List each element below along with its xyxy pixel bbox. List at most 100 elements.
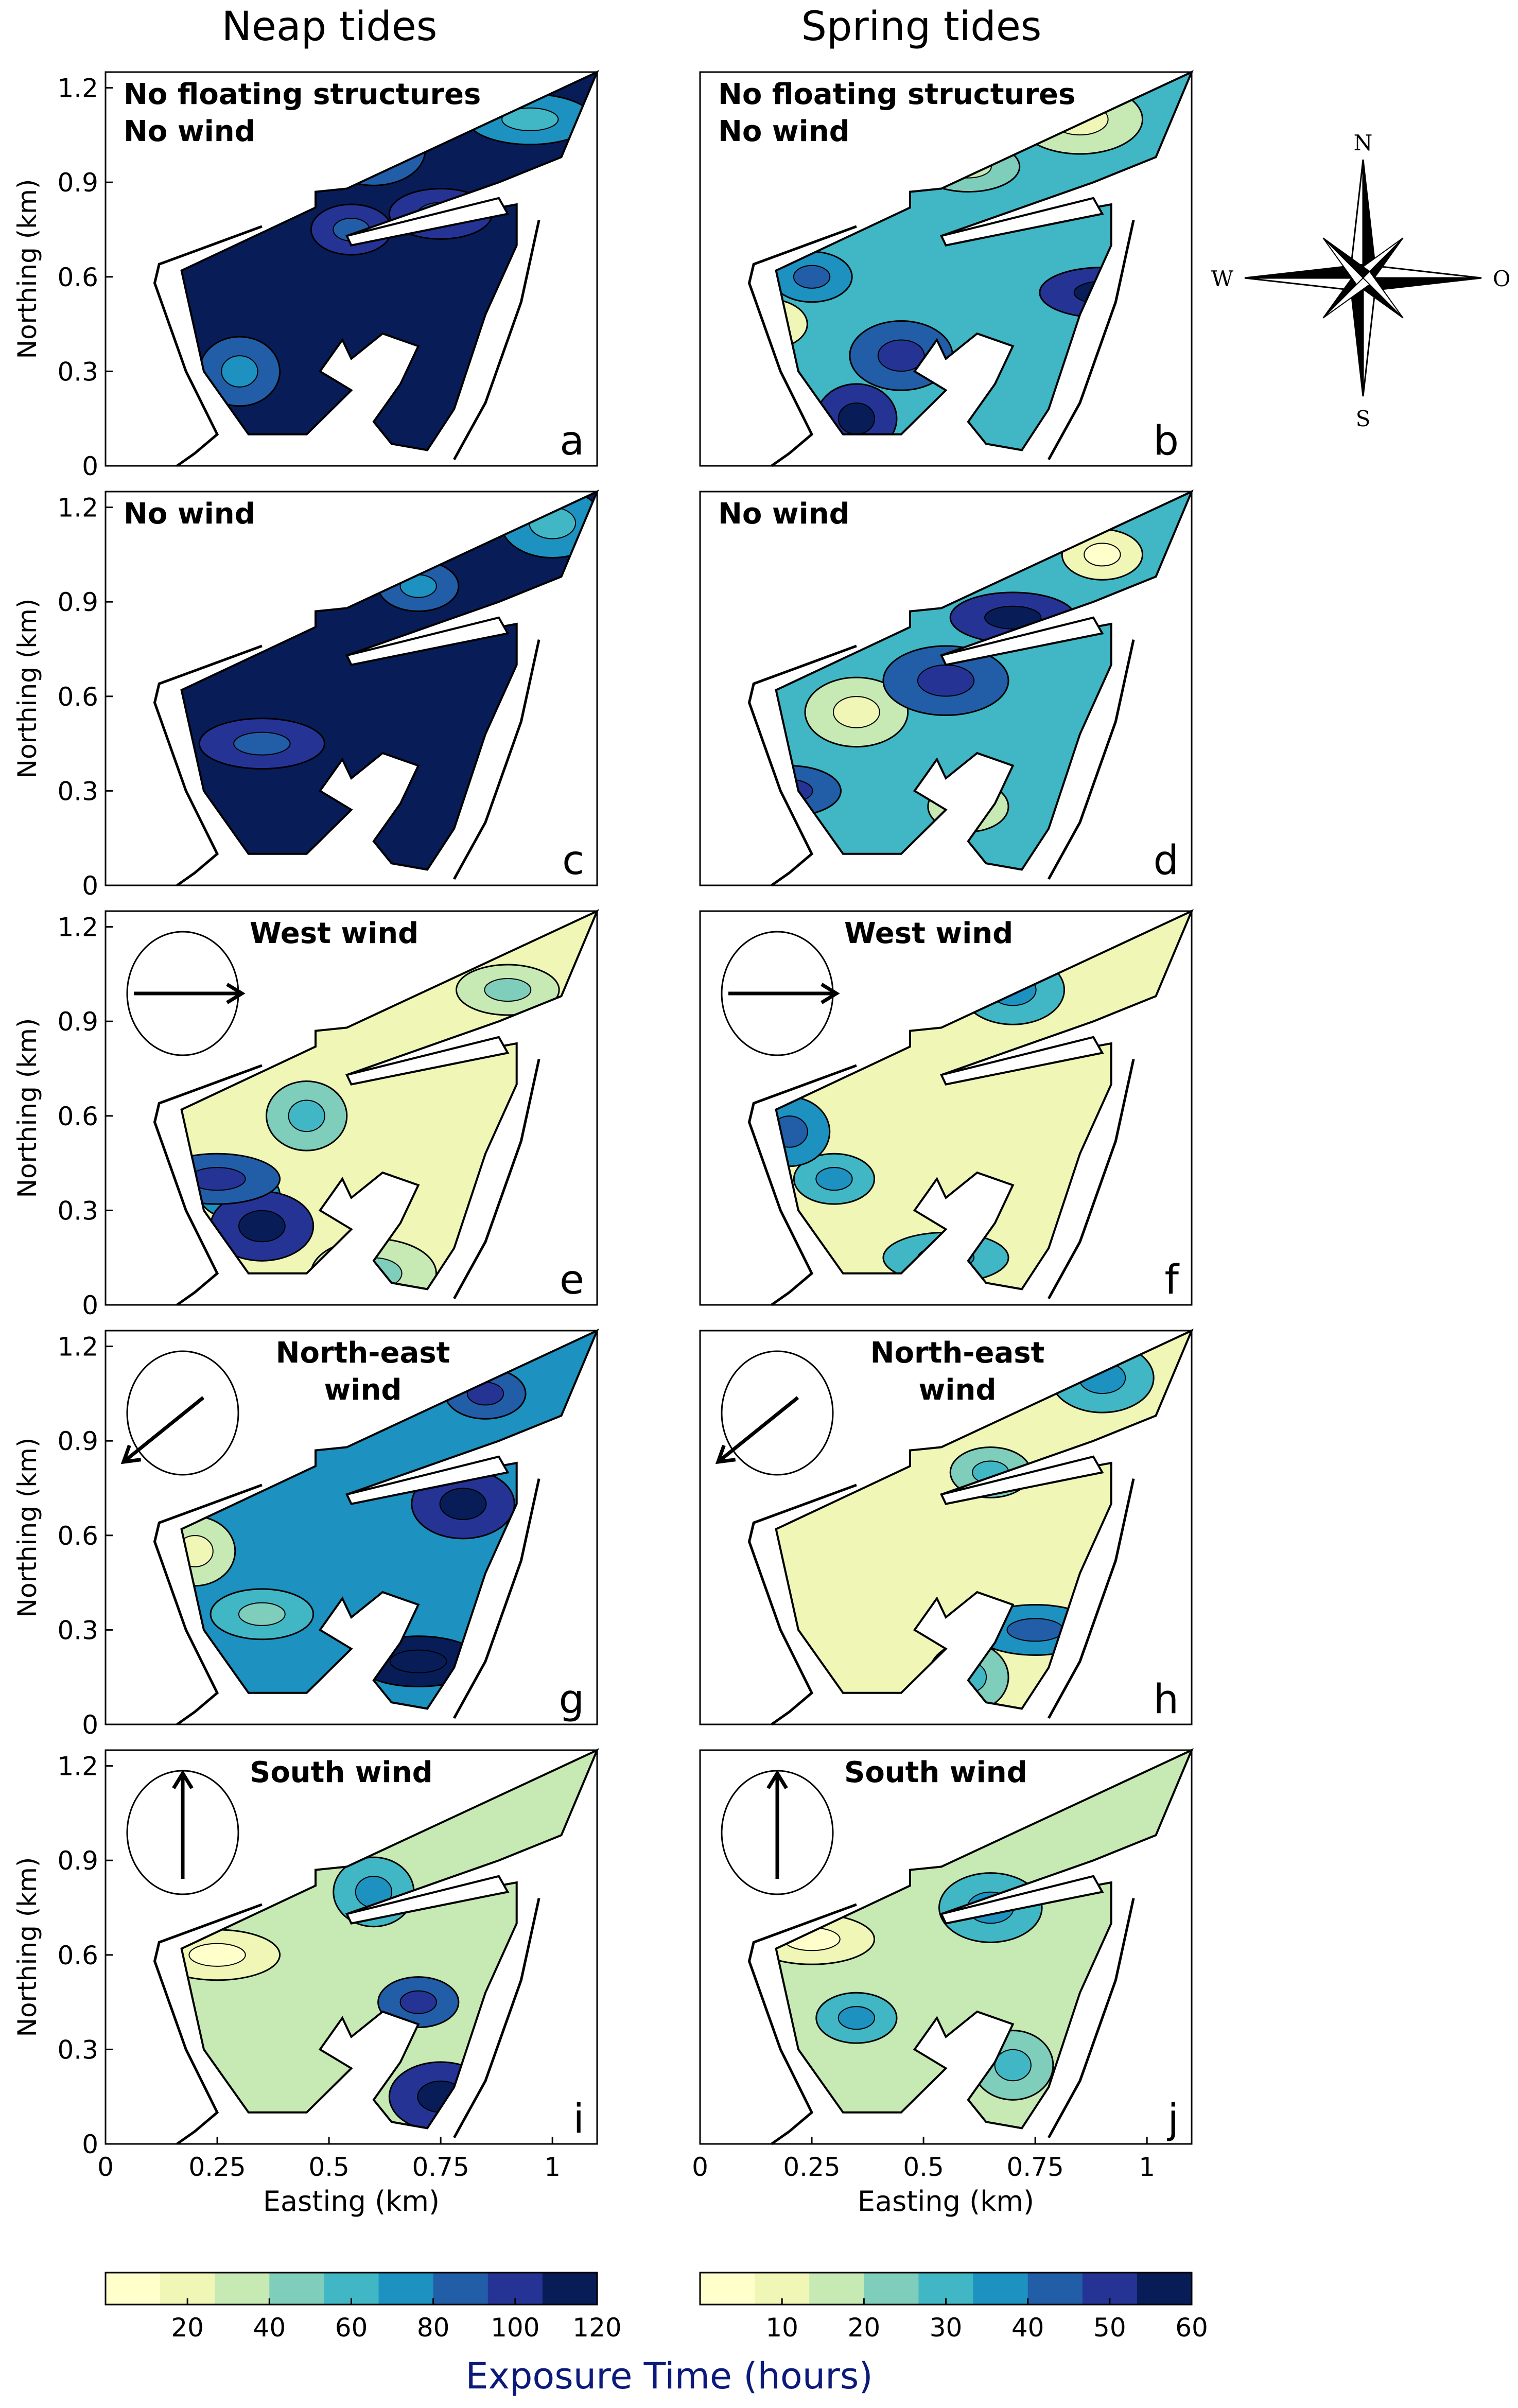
y-tick-label: 0.9 <box>57 1846 98 1876</box>
x-tick-label: 0.75 <box>412 2152 469 2182</box>
colorbar-swatch <box>864 2273 919 2305</box>
coastline <box>747 1484 857 1726</box>
contour-patch <box>837 402 876 435</box>
y-tick-label: 0.3 <box>57 2035 98 2065</box>
coastline <box>1048 220 1135 461</box>
contour-patch <box>793 265 831 289</box>
coastline <box>1048 639 1135 880</box>
colorbar-swatch <box>1027 2273 1083 2305</box>
domain-outline <box>180 1748 599 2130</box>
panel-annotation: North-east <box>870 1336 1045 1370</box>
contour-patch <box>837 2006 876 2030</box>
panel-letter: h <box>1154 1677 1179 1723</box>
field-base <box>776 1331 1192 1709</box>
y-tick-label: 0.3 <box>57 1615 98 1645</box>
y-axis-label: Northing (km) <box>12 1018 42 1198</box>
panel-letter: i <box>573 2096 584 2142</box>
domain-outline <box>180 69 599 451</box>
coastline <box>747 644 857 887</box>
coastline <box>153 644 263 887</box>
column-title-spring: Spring tides <box>801 4 1042 50</box>
coastline <box>1048 1898 1135 2139</box>
panel-annotation: wind <box>919 1373 997 1407</box>
wind-direction-indicator <box>715 1350 834 1476</box>
compass-label: N <box>1354 130 1373 155</box>
coastline <box>1048 1478 1135 1719</box>
contour-patch <box>288 1100 325 1132</box>
colorbar-swatch <box>269 2273 324 2305</box>
breakwater <box>939 1875 1104 1925</box>
field-base <box>181 72 598 450</box>
field-base <box>776 911 1192 1289</box>
breakwater <box>345 197 510 247</box>
breakwater <box>345 1455 510 1505</box>
colorbar-tick-label: 30 <box>930 2313 963 2343</box>
panel-g: 0 0.3 0.6 0.9 1.2 Northing (km) North-eastwind… <box>12 1328 599 1740</box>
wind-direction-indicator <box>721 931 840 1056</box>
compass-label: S <box>1356 406 1371 431</box>
y-tick-label: 0 <box>82 2130 98 2159</box>
x-tick-label: 1 <box>544 2152 561 2182</box>
colorbar-tick-label: 100 <box>491 2313 539 2343</box>
colorbar-swatch <box>700 2273 755 2305</box>
domain-outline <box>180 909 599 1290</box>
colorbar-swatch <box>809 2273 864 2305</box>
contour-patch <box>994 2049 1032 2082</box>
panel-annotation: No wind <box>718 115 850 148</box>
compass-rose: N S W O <box>1211 130 1511 431</box>
y-tick-label: 0.3 <box>57 357 98 387</box>
panel-annotation: West wind <box>250 917 418 950</box>
colorbar-tick-label: 10 <box>765 2313 798 2343</box>
wind-direction-indicator <box>120 1350 239 1476</box>
panel-f: West wind f <box>699 909 1194 1306</box>
domain-outline <box>775 489 1194 871</box>
panel-annotation: North-east <box>276 1336 450 1370</box>
panel-letter: e <box>560 1257 584 1303</box>
y-axis-label: Northing (km) <box>12 599 42 779</box>
colorbar-title: Exposure Time (hours) <box>465 2355 873 2397</box>
y-tick-label: 0.9 <box>57 587 98 617</box>
y-tick-label: 0.6 <box>57 682 98 712</box>
panel-annotation: West wind <box>844 917 1013 950</box>
wind-direction-indicator <box>721 1770 834 1895</box>
x-tick-label: 0.5 <box>903 2152 944 2182</box>
panel-annotation: No floating structures <box>124 78 481 111</box>
contour-patch <box>439 1488 487 1520</box>
contour-patch <box>188 1943 246 1967</box>
colorbar-swatch <box>542 2273 598 2305</box>
contour-patch <box>221 355 258 388</box>
colorbar-tick-label: 40 <box>1011 2313 1044 2343</box>
y-tick-label: 1.2 <box>57 1332 98 1362</box>
y-tick-label: 0 <box>82 1710 98 1740</box>
y-tick-label: 1.2 <box>57 74 98 103</box>
x-tick-label: 0 <box>97 2152 114 2182</box>
panel-letter: c <box>562 837 584 884</box>
panel-annotation: No wind <box>124 115 255 148</box>
panel-letter: a <box>560 418 584 464</box>
field-base <box>181 1750 598 2128</box>
coastline <box>453 1898 540 2139</box>
y-tick-label: 0.9 <box>57 1007 98 1037</box>
y-tick-label: 0 <box>82 871 98 901</box>
y-axis-label: Northing (km) <box>12 1857 42 2037</box>
coastline <box>153 225 263 467</box>
x-axis-label: Easting (km) <box>263 2185 440 2218</box>
colorbar-tick-label: 50 <box>1093 2313 1126 2343</box>
coastline <box>453 1059 540 1300</box>
contour-patch <box>877 339 925 372</box>
contour-patch <box>1006 1618 1064 1642</box>
contour-patch <box>390 1649 447 1673</box>
y-tick-label: 1.2 <box>57 493 98 523</box>
colorbar-swatch <box>106 2273 161 2305</box>
y-tick-label: 1.2 <box>57 1752 98 1782</box>
colorbar-tick-label: 60 <box>1175 2313 1208 2343</box>
y-tick-label: 0.3 <box>57 776 98 806</box>
domain-outline <box>775 909 1194 1290</box>
y-tick-label: 0.9 <box>57 1426 98 1456</box>
breakwater <box>345 616 510 666</box>
coastline <box>153 1484 263 1726</box>
x-tick-label: 0.5 <box>308 2152 350 2182</box>
domain-outline <box>180 489 599 871</box>
panel-letter: d <box>1153 837 1179 884</box>
panel-i: 0 0.3 0.6 0.9 1.2 0 0.25 0.5 0.75 1 Northing (km) E… <box>12 1748 599 2218</box>
